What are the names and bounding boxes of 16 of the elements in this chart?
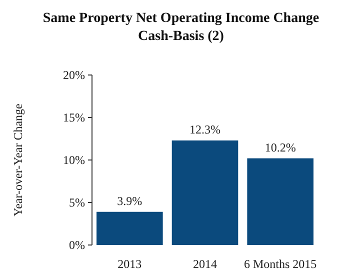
data-label: 10.2% xyxy=(264,140,296,154)
y-axis-title: Year-over-Year Change xyxy=(11,104,25,216)
data-label: 12.3% xyxy=(190,122,220,136)
x-tick-label: 6 Months 2015 xyxy=(244,257,317,271)
bar xyxy=(247,158,314,245)
bar xyxy=(96,212,163,245)
x-tick-label: 2014 xyxy=(193,257,217,271)
chart-title: Same Property Net Operating Income Change Cash-Basis (2) xyxy=(42,11,320,44)
y-tick-label: 0% xyxy=(69,238,85,252)
y-tick-label: 15% xyxy=(63,110,85,125)
y-tick-label: 5% xyxy=(69,196,85,210)
bar xyxy=(172,140,238,245)
y-tick-label: 20% xyxy=(63,68,85,82)
x-tick-label: 2013 xyxy=(118,257,142,271)
y-tick-label: 10% xyxy=(63,153,85,168)
data-label: 3.9% xyxy=(117,194,142,208)
